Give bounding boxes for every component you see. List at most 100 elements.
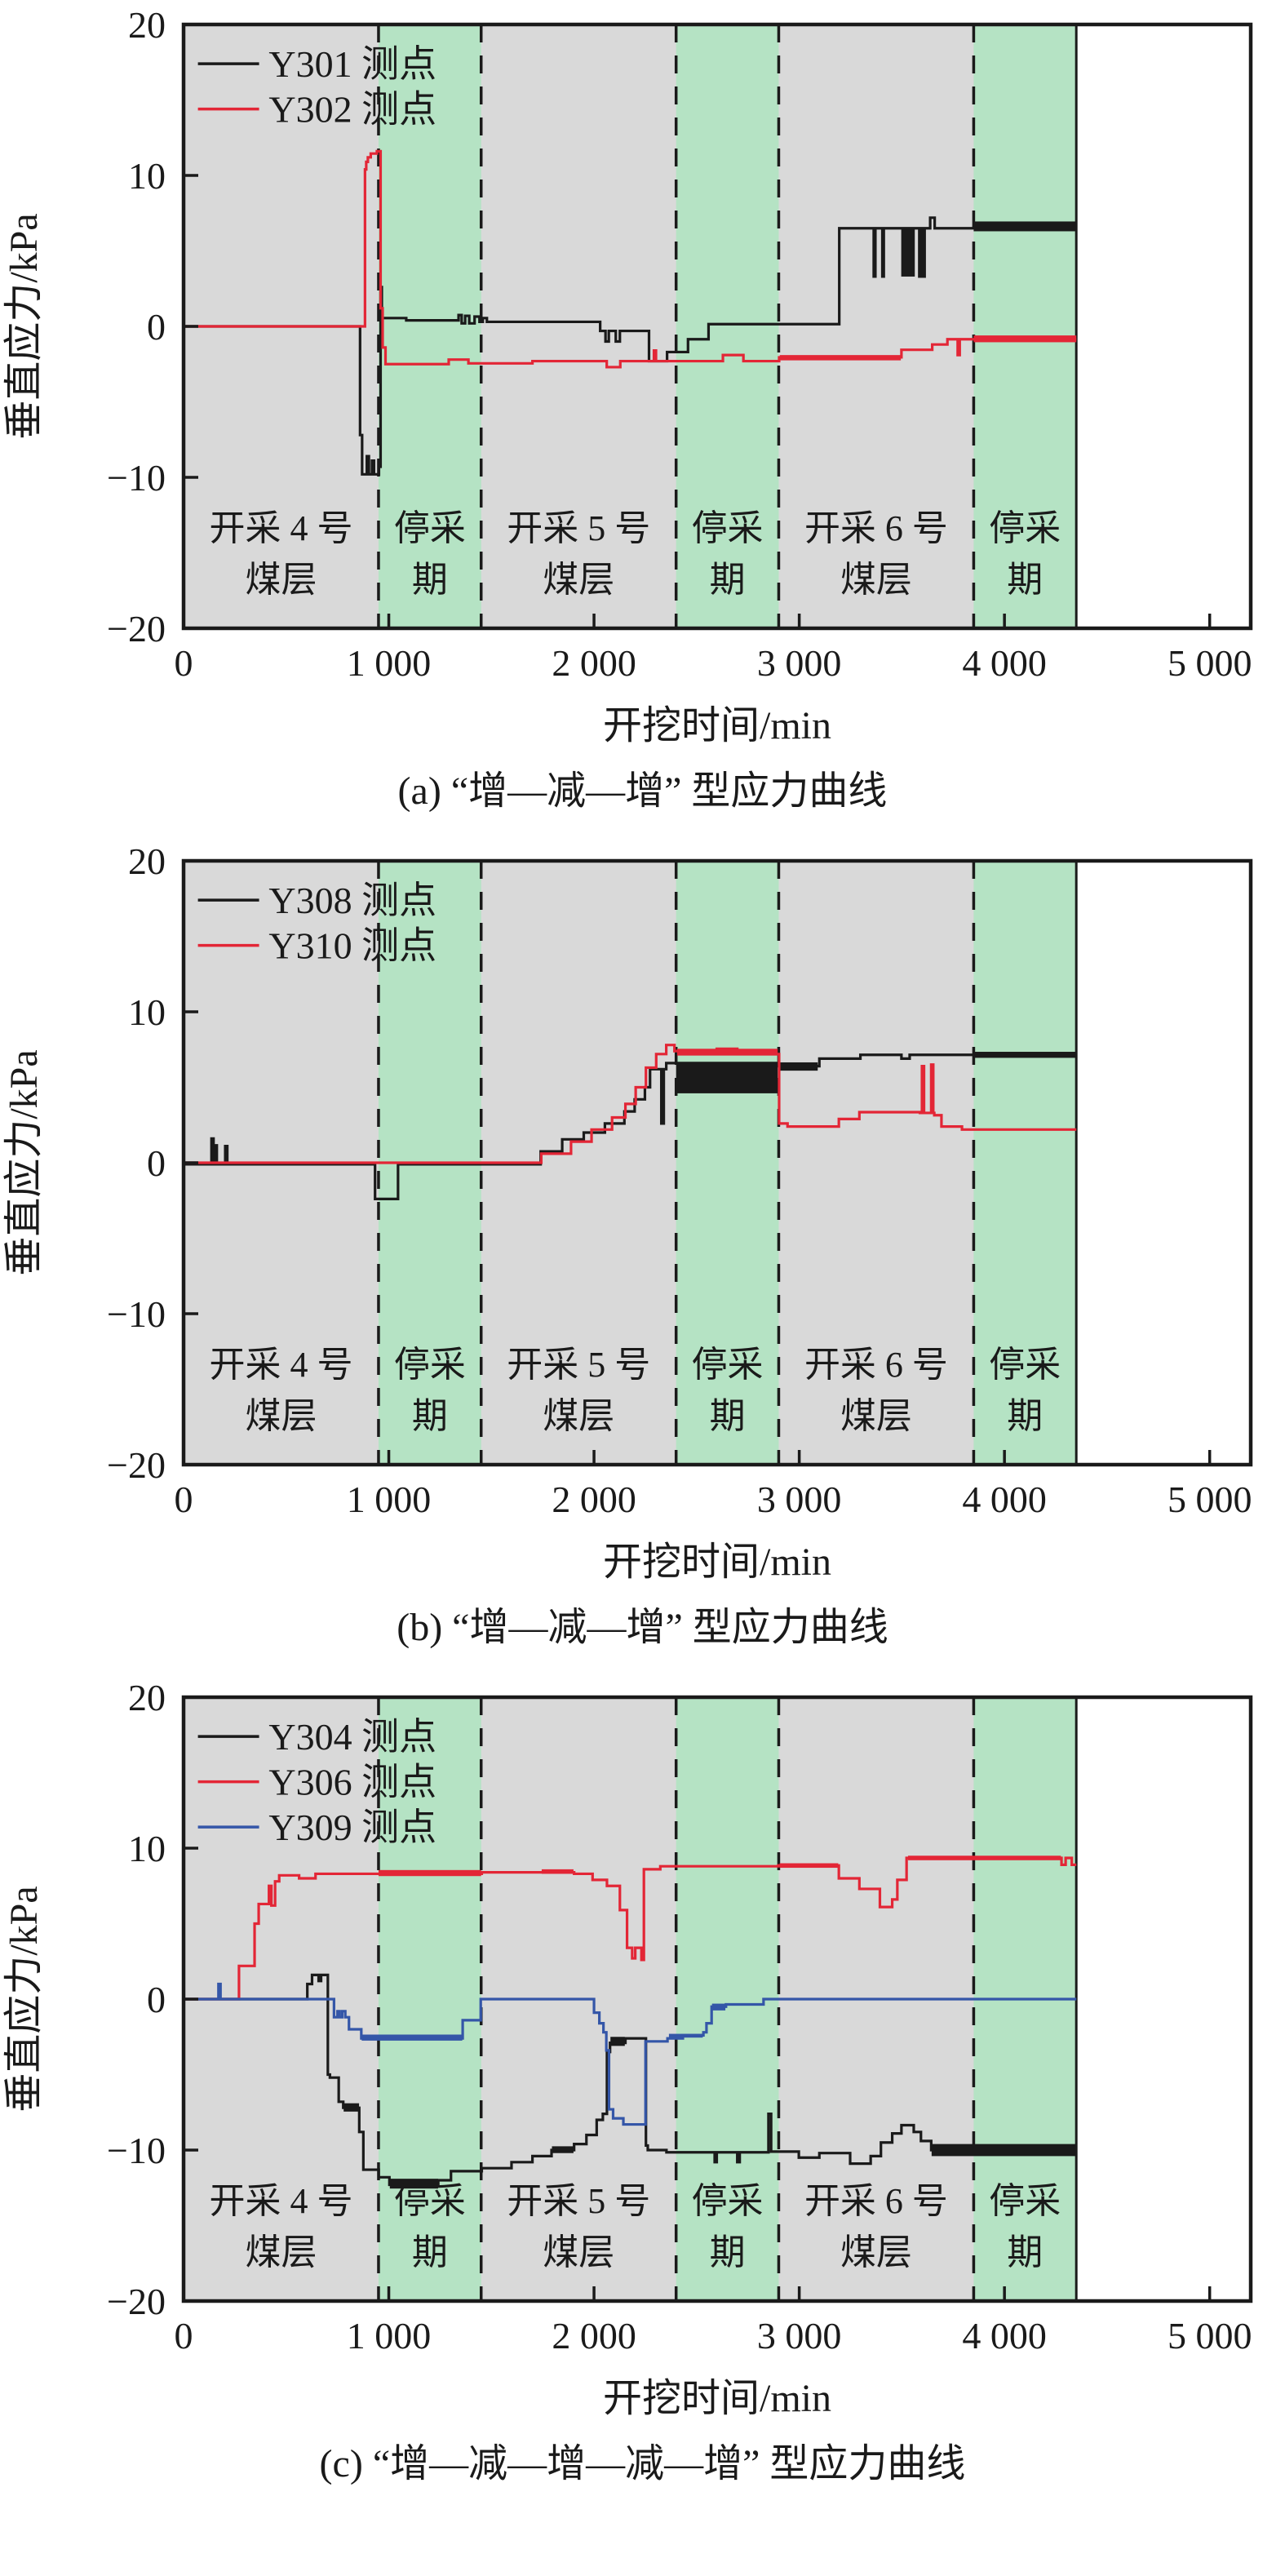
x-tick-label: 3 000 bbox=[757, 2315, 842, 2357]
phase-label-line1: 停采 bbox=[989, 1345, 1061, 1385]
chart-a-caption: (a) “增—减—增” 型应力曲线 bbox=[397, 769, 888, 813]
y-tick-label: −10 bbox=[107, 2130, 166, 2171]
x-tick-label: 1 000 bbox=[347, 1479, 432, 1520]
pause-period-band bbox=[676, 24, 779, 628]
x-tick-label: 0 bbox=[175, 1479, 193, 1520]
chart-c: 0 1 000 2 000 3 000 4 000 5 000 20 10 0 −10 −20 开挖时… bbox=[0, 1673, 1285, 2488]
x-tick-label: 5 000 bbox=[1168, 2315, 1252, 2357]
phase-label-line1: 停采 bbox=[394, 508, 466, 548]
x-tick-label: 0 bbox=[175, 642, 193, 684]
phase-label-line2: 煤层 bbox=[840, 2232, 912, 2272]
chart-c-caption: (c) “增—减—增—减—增” 型应力曲线 bbox=[319, 2442, 966, 2485]
phase-label-line2: 期 bbox=[1007, 1396, 1043, 1436]
figure-stack: 0 1 000 2 000 3 000 4 000 5 000 20 10 0 −10 −20 开挖时… bbox=[0, 0, 1285, 2488]
phase-label-line1: 开采 6 号 bbox=[804, 2181, 948, 2221]
series-Y301-line bbox=[184, 216, 1077, 476]
phase-label-line2: 煤层 bbox=[840, 1396, 912, 1436]
x-axis-title: 开挖时间/min bbox=[603, 2377, 831, 2419]
y-tick-label: 0 bbox=[147, 1142, 166, 1184]
legend-label: Y308 测点 bbox=[268, 880, 436, 921]
series-Y301-noise-band bbox=[901, 228, 915, 277]
y-axis-title: 垂直应力/kPa bbox=[2, 1886, 46, 2112]
phase-label-line1: 开采 4 号 bbox=[209, 2181, 352, 2221]
pause-period-band bbox=[378, 1697, 481, 2301]
phase-label-line1: 停采 bbox=[692, 508, 764, 548]
y-tick-label: 10 bbox=[128, 155, 166, 197]
chart-a: 0 1 000 2 000 3 000 4 000 5 000 20 10 0 −10 −20 开挖时… bbox=[0, 0, 1285, 815]
y-tick-label: 10 bbox=[128, 991, 166, 1033]
phase-label-line1: 开采 5 号 bbox=[507, 1345, 650, 1385]
phase-label-line2: 期 bbox=[412, 2232, 448, 2272]
pause-period-band bbox=[676, 861, 779, 1465]
phase-label-line1: 开采 4 号 bbox=[209, 1345, 352, 1385]
phase-label-line2: 期 bbox=[710, 2232, 746, 2272]
series-Y309-line bbox=[184, 1982, 1077, 2126]
phase-label-line2: 期 bbox=[1007, 560, 1043, 600]
chart-c-canvas: 0 1 000 2 000 3 000 4 000 5 000 20 10 0 −10 −20 开挖时… bbox=[2, 1677, 1253, 2419]
series-Y310-line bbox=[184, 1044, 1077, 1164]
y-axis-title: 垂直应力/kPa bbox=[2, 1049, 46, 1275]
phase-label-line1: 停采 bbox=[692, 1345, 764, 1385]
phase-label-line1: 开采 5 号 bbox=[507, 508, 650, 548]
phase-label-line2: 煤层 bbox=[840, 560, 912, 600]
phase-label-line2: 煤层 bbox=[245, 1396, 317, 1436]
phase-label-line1: 停采 bbox=[394, 1345, 466, 1385]
x-tick-label: 2 000 bbox=[552, 2315, 636, 2357]
y-tick-label: 0 bbox=[147, 306, 166, 348]
y-tick-label: −10 bbox=[107, 457, 166, 499]
y-tick-label: 20 bbox=[128, 1677, 166, 1718]
phase-label-line1: 开采 6 号 bbox=[804, 1345, 948, 1385]
series-Y310-noise-band bbox=[676, 1049, 778, 1056]
phase-label-line2: 煤层 bbox=[245, 2232, 317, 2272]
x-axis-title: 开挖时间/min bbox=[603, 704, 831, 747]
x-tick-label: 5 000 bbox=[1168, 642, 1252, 684]
phase-label-line1: 停采 bbox=[989, 508, 1061, 548]
x-tick-label: 4 000 bbox=[962, 1479, 1047, 1520]
legend-label: Y301 测点 bbox=[268, 43, 436, 85]
x-tick-label: 0 bbox=[175, 2315, 193, 2357]
series-Y304-noise-band bbox=[610, 2037, 625, 2046]
phase-label-line2: 期 bbox=[710, 560, 746, 600]
legend-label: Y302 测点 bbox=[268, 89, 436, 131]
x-tick-label: 4 000 bbox=[962, 642, 1047, 684]
legend-label: Y306 测点 bbox=[268, 1762, 436, 1803]
phase-label-line2: 煤层 bbox=[543, 2232, 614, 2272]
phase-label-line1: 停采 bbox=[989, 2181, 1061, 2221]
chart-a-canvas: 0 1 000 2 000 3 000 4 000 5 000 20 10 0 −10 −20 开挖时… bbox=[2, 4, 1253, 747]
phase-label-line1: 开采 6 号 bbox=[804, 508, 948, 548]
y-tick-label: 20 bbox=[128, 4, 166, 46]
phase-label-line2: 煤层 bbox=[543, 560, 614, 600]
chart-b-canvas: 0 1 000 2 000 3 000 4 000 5 000 20 10 0 −10 −20 开挖时… bbox=[2, 840, 1253, 1583]
phase-label-line2: 期 bbox=[710, 1396, 746, 1436]
x-axis-title: 开挖时间/min bbox=[603, 1541, 831, 1583]
series-Y304-line bbox=[184, 1973, 1077, 2187]
x-tick-label: 3 000 bbox=[757, 1479, 842, 1520]
phase-label-line1: 停采 bbox=[394, 2181, 466, 2221]
x-tick-label: 4 000 bbox=[962, 2315, 1047, 2357]
pause-period-band bbox=[973, 24, 1077, 628]
x-tick-label: 2 000 bbox=[552, 642, 636, 684]
y-tick-label: −20 bbox=[107, 1444, 166, 1486]
legend-label: Y309 测点 bbox=[268, 1807, 436, 1848]
phase-label-line1: 开采 5 号 bbox=[507, 2181, 650, 2221]
pause-period-band bbox=[676, 1697, 779, 2301]
series-Y308-line bbox=[184, 1053, 1077, 1200]
phase-label-line2: 期 bbox=[412, 560, 448, 600]
y-axis-title: 垂直应力/kPa bbox=[2, 213, 46, 439]
legend-label: Y310 测点 bbox=[268, 925, 436, 967]
phase-label-line1: 开采 4 号 bbox=[209, 508, 352, 548]
phase-label-line2: 期 bbox=[1007, 2232, 1043, 2272]
phase-label-line2: 期 bbox=[412, 1396, 448, 1436]
y-tick-label: −20 bbox=[107, 608, 166, 650]
x-tick-label: 1 000 bbox=[347, 642, 432, 684]
x-tick-label: 2 000 bbox=[552, 1479, 636, 1520]
chart-b: 0 1 000 2 000 3 000 4 000 5 000 20 10 0 −10 −20 开挖时… bbox=[0, 836, 1285, 1652]
y-tick-label: 20 bbox=[128, 840, 166, 882]
phase-label-line2: 煤层 bbox=[543, 1396, 614, 1436]
series-Y306-line bbox=[184, 1856, 1077, 2001]
y-tick-label: 10 bbox=[128, 1828, 166, 1869]
x-tick-label: 5 000 bbox=[1168, 1479, 1252, 1520]
phase-label-line1: 停采 bbox=[692, 2181, 764, 2221]
phase-label-line2: 煤层 bbox=[245, 560, 317, 600]
y-tick-label: 0 bbox=[147, 1979, 166, 2020]
